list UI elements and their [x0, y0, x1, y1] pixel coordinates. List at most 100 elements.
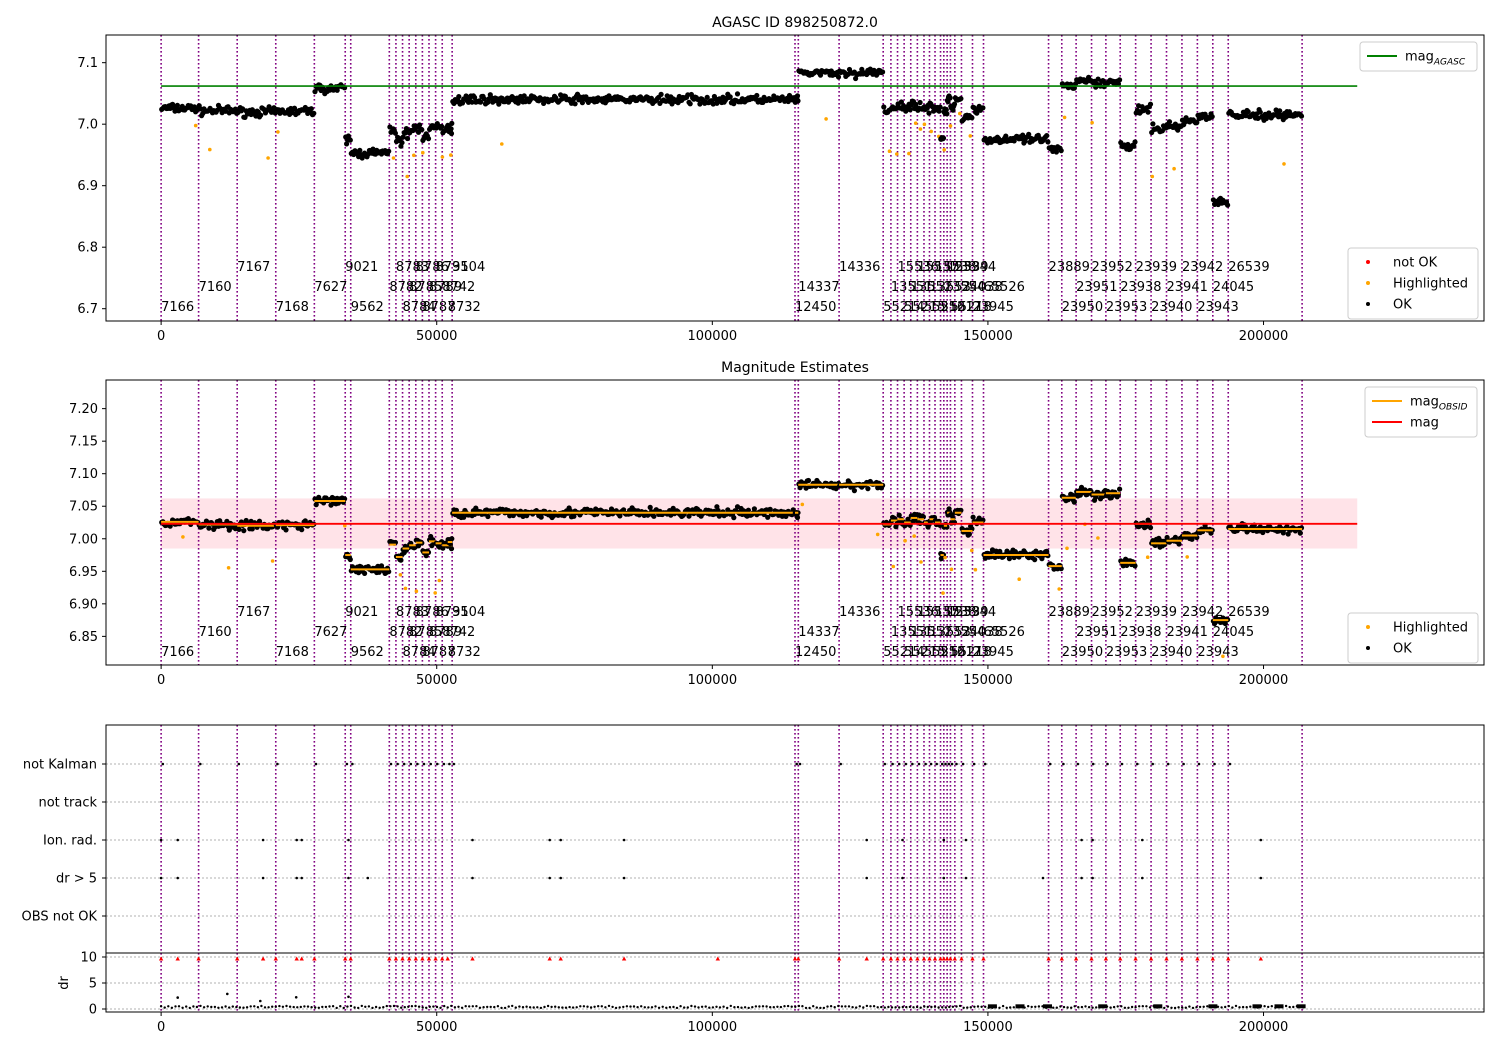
flag-point — [1076, 762, 1080, 766]
dr-capped-marker — [1179, 956, 1185, 961]
ok-point — [449, 536, 455, 542]
dr-point — [589, 1006, 593, 1009]
dr-point — [933, 1005, 937, 1008]
obsid-label: 13552 — [911, 280, 952, 295]
dr-point — [249, 1005, 252, 1008]
flag-point — [176, 876, 179, 880]
dr-point — [944, 1006, 947, 1009]
ok-point — [400, 134, 406, 140]
dr-point — [743, 1006, 747, 1009]
flag-point — [904, 762, 908, 766]
dr-point — [812, 1005, 815, 1008]
highlighted-point — [887, 149, 892, 153]
obsid-label: 55218 — [950, 300, 991, 315]
dr-point — [722, 1005, 725, 1008]
flag-point — [559, 838, 562, 842]
dr-point — [346, 1005, 349, 1008]
dr-point — [625, 1005, 629, 1008]
highlighted-point — [919, 560, 923, 564]
dr-point — [976, 1005, 980, 1008]
dr-point — [170, 1006, 174, 1009]
dr-point — [865, 1004, 869, 1008]
ok-point — [398, 557, 404, 563]
ok-point — [299, 527, 305, 533]
obsid-label: 12450 — [795, 300, 836, 315]
dr-point — [901, 1005, 904, 1009]
legend-box — [1347, 612, 1479, 664]
ok-point — [1044, 133, 1050, 139]
dr-capped-marker — [235, 956, 240, 961]
dr-point — [607, 1004, 611, 1008]
x-tick-label: 200000 — [1239, 329, 1289, 344]
ok-point — [1176, 541, 1182, 547]
highlighted-point — [1282, 162, 1286, 166]
highlighted-point — [922, 122, 927, 127]
ok-point — [1147, 525, 1154, 531]
dr-point — [195, 1005, 199, 1009]
dr-point — [1208, 1004, 1218, 1009]
obsid-label: 15536 — [898, 605, 939, 620]
dr-point — [1043, 1004, 1052, 1009]
obsid-label: 9504 — [452, 260, 485, 275]
dr-point — [1098, 1004, 1108, 1009]
dr-point — [894, 1006, 897, 1009]
ok-point — [1245, 109, 1251, 115]
dr-capped-marker — [407, 956, 412, 961]
dr-point — [486, 1005, 489, 1009]
dr-point — [321, 1005, 324, 1009]
dr-point — [324, 1005, 328, 1009]
dr-point — [450, 1004, 453, 1008]
highlighted-point — [970, 548, 974, 553]
y-tick-label: 7.05 — [69, 500, 98, 515]
flag-point — [1062, 762, 1065, 766]
flag-point — [1091, 838, 1094, 842]
dr-point — [374, 1005, 378, 1009]
dr-point — [357, 1006, 360, 1010]
dr-point — [769, 1006, 772, 1009]
ok-point — [1131, 143, 1137, 149]
flag-point — [983, 762, 987, 766]
obsid-label: 23945 — [972, 300, 1013, 315]
ok-point — [485, 513, 491, 520]
dr-point — [339, 1005, 342, 1008]
obsid-label: 23950 — [1062, 300, 1103, 315]
obsid-label: 23943 — [1197, 645, 1238, 660]
dr-point — [263, 1006, 267, 1009]
ok-point — [481, 96, 487, 102]
highlighted-point — [968, 134, 973, 138]
dr-point — [779, 1005, 783, 1009]
dr-capped-marker — [433, 956, 438, 961]
obsid-label: 23940 — [1151, 645, 1192, 660]
obsid-label: 55216 — [924, 300, 965, 315]
dr-point — [614, 1006, 618, 1010]
flag-point — [1197, 762, 1201, 766]
legend-marker — [1366, 260, 1370, 264]
dr-capped-marker — [400, 956, 405, 961]
panel-agasc-marks: 7166 7160 7167 7168 7627 9021 9562 8782 8783 8784… — [77, 34, 1485, 344]
dr-point — [941, 1006, 944, 1009]
dr-point — [1134, 1006, 1137, 1009]
highlighted-point — [440, 155, 445, 159]
dr-capped-marker — [981, 956, 986, 961]
obsid-label: 8785 — [409, 280, 442, 295]
dr-point — [185, 1005, 188, 1008]
dr-point — [1084, 1005, 1087, 1008]
obsid-label: 24045 — [1213, 280, 1254, 295]
x-tick-label: 50000 — [416, 329, 457, 344]
ok-point — [1150, 121, 1156, 127]
plot-frame — [105, 34, 1485, 322]
ok-point — [1117, 77, 1123, 83]
ok-point — [765, 514, 771, 520]
obsid-label: 23942 — [1182, 260, 1223, 275]
ok-point — [1132, 139, 1138, 145]
flag-point — [351, 762, 354, 766]
ok-point — [425, 136, 432, 142]
dr-point — [220, 1006, 224, 1009]
obsid-label: 8732 — [448, 300, 481, 315]
flag-point — [559, 876, 562, 880]
dr-point — [507, 1005, 510, 1008]
ok-point — [347, 556, 353, 563]
ok-point — [579, 100, 586, 106]
y-tick-label: 6.7 — [77, 302, 98, 317]
ok-point — [795, 98, 801, 104]
